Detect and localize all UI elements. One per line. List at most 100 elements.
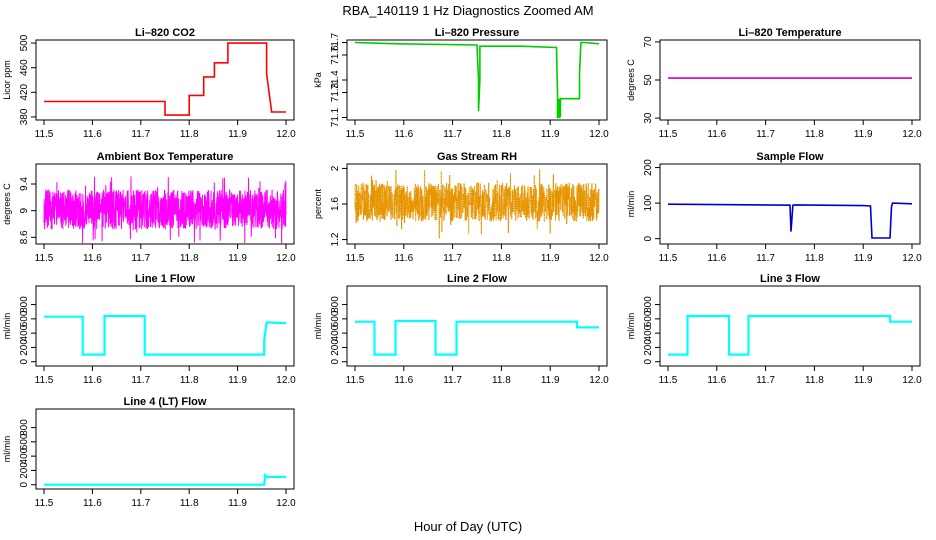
ytick-label: 0 xyxy=(330,358,341,364)
ytick-label: 0 xyxy=(19,481,30,487)
xtick-label: 11.6 xyxy=(394,253,413,264)
xtick-label: 11.5 xyxy=(659,375,678,386)
xtick-label: 11.9 xyxy=(541,375,560,386)
xtick-label: 12.0 xyxy=(589,253,609,264)
xtick-label: 11.6 xyxy=(707,129,726,140)
panel-frame-sample xyxy=(659,163,921,245)
xtick-label: 11.5 xyxy=(659,129,678,140)
panel-title-line1: Line 1 Flow xyxy=(135,273,195,285)
panel-pressure: Li–820 Pressure kPa 11.5 11.6 11.7 11.8 11.9 12… xyxy=(313,27,609,140)
xtick-label: 11.8 xyxy=(180,498,199,509)
xtick-label: 11.7 xyxy=(443,253,462,264)
panel-ylabel-line2: ml/min xyxy=(313,313,323,340)
ytick-label: 9.4 xyxy=(19,177,30,191)
series-co2 xyxy=(44,42,286,116)
ytick-label: 9 xyxy=(19,207,30,213)
ytick-label: 200 xyxy=(330,339,341,356)
xtick-label: 11.5 xyxy=(35,129,54,140)
ytick-label: 0 xyxy=(643,358,654,364)
panel-line3: Line 3 Flow ml/min 11.5 11.6 11.7 11.8 11.9 12.… xyxy=(626,273,922,386)
panel-frame-co2 xyxy=(35,39,295,121)
xtick-label: 12.0 xyxy=(276,129,296,140)
ytick-label: 600 xyxy=(330,310,341,327)
ytick-label: 8.6 xyxy=(19,230,30,244)
ytick-label: 200 xyxy=(643,159,654,176)
xtick-label: 11.9 xyxy=(228,129,247,140)
series-line4 xyxy=(44,472,286,486)
panel-frame-line4 xyxy=(35,408,295,490)
panel-ylabel-line4: ml/min xyxy=(2,436,12,463)
xtick-label: 11.5 xyxy=(35,253,54,264)
ytick-label: 500 xyxy=(19,34,30,51)
xtick-label: 12.0 xyxy=(902,253,922,264)
panel-ylabel-line1: ml/min xyxy=(2,313,12,340)
panel-frame-temperature xyxy=(659,39,921,121)
figure-xlabel: Hour of Day (UTC) xyxy=(414,519,522,534)
series-line3 xyxy=(668,314,912,356)
xtick-label: 11.8 xyxy=(180,375,199,386)
xtick-label: 11.8 xyxy=(805,129,824,140)
xtick-label: 11.6 xyxy=(83,498,102,509)
xtick-label: 11.9 xyxy=(228,253,247,264)
xtick-label: 11.7 xyxy=(756,375,775,386)
xtick-label: 11.8 xyxy=(492,253,511,264)
xtick-label: 11.7 xyxy=(131,253,150,264)
panel-line2: Line 2 Flow ml/min 11.5 11.6 11.7 11.8 11.9 12.… xyxy=(313,273,609,386)
panel-title-sample: Sample Flow xyxy=(756,151,824,163)
panel-temperature: Li–820 Temperature degrees C 11.5 11.6 11.7 1… xyxy=(626,27,922,140)
xtick-label: 11.7 xyxy=(756,129,775,140)
ytick-label: 460 xyxy=(19,59,30,76)
panel-ylabel-rh: percent xyxy=(313,188,323,219)
ytick-label: 2 xyxy=(330,165,341,171)
ytick-label: 400 xyxy=(330,324,341,341)
series-ambient xyxy=(43,176,287,244)
xtick-label: 11.5 xyxy=(346,129,365,140)
panel-ylabel-sample: ml/min xyxy=(626,191,636,218)
ytick-label: 0 xyxy=(643,235,654,241)
xtick-label: 11.8 xyxy=(180,253,199,264)
ytick-label: 100 xyxy=(643,194,654,211)
xtick-label: 11.8 xyxy=(492,129,511,140)
panel-frame-line3 xyxy=(659,285,921,367)
xtick-label: 11.8 xyxy=(805,253,824,264)
xtick-label: 11.5 xyxy=(659,253,678,264)
series-pressure xyxy=(354,41,600,119)
ytick-label: 800 xyxy=(643,296,654,313)
xtick-label: 11.6 xyxy=(83,375,102,386)
xtick-label: 11.8 xyxy=(492,375,511,386)
xtick-label: 12.0 xyxy=(276,253,296,264)
ytick-label: 400 xyxy=(19,447,30,464)
panel-ylabel-pressure: kPa xyxy=(313,72,323,88)
series-sample xyxy=(667,202,913,239)
xtick-label: 11.7 xyxy=(131,375,150,386)
xtick-label: 11.8 xyxy=(805,375,824,386)
series-line2 xyxy=(355,319,599,356)
xtick-label: 11.9 xyxy=(854,375,873,386)
panel-ylabel-ambient: degrees C xyxy=(2,183,12,225)
panel-title-co2: Li–820 CO2 xyxy=(135,27,195,39)
ytick-label: 600 xyxy=(643,310,654,327)
panel-title-ambient: Ambient Box Temperature xyxy=(97,151,234,163)
ytick-label: 600 xyxy=(19,433,30,450)
xtick-label: 11.7 xyxy=(131,498,150,509)
xtick-label: 12.0 xyxy=(589,129,609,140)
xtick-label: 11.9 xyxy=(228,498,247,509)
series-line1 xyxy=(44,314,287,356)
panel-line1: Line 1 Flow ml/min 11.5 11.6 11.7 11.8 11.9 12.… xyxy=(2,273,296,386)
xtick-label: 12.0 xyxy=(276,375,296,386)
xtick-label: 11.6 xyxy=(707,253,726,264)
xtick-label: 11.9 xyxy=(228,375,247,386)
ytick-label: 200 xyxy=(643,339,654,356)
ytick-label: 50 xyxy=(643,74,654,86)
xtick-label: 11.6 xyxy=(394,129,413,140)
panel-sample: Sample Flow ml/min 11.5 11.6 11.7 11.8 11.9 12.… xyxy=(626,151,922,264)
panel-line4: Line 4 (LT) Flow ml/min 11.5 11.6 11.7 11.8 11… xyxy=(2,396,296,509)
xtick-label: 11.7 xyxy=(131,129,150,140)
xtick-label: 11.6 xyxy=(83,129,102,140)
xtick-label: 12.0 xyxy=(276,498,296,509)
ytick-label: 600 xyxy=(19,310,30,327)
xtick-label: 11.9 xyxy=(541,253,560,264)
panel-title-line4: Line 4 (LT) Flow xyxy=(124,396,207,408)
panel-rh: Gas Stream RH percent 11.5 11.6 11.7 11.8 11.9… xyxy=(313,151,609,264)
panel-title-temperature: Li–820 Temperature xyxy=(738,27,841,39)
